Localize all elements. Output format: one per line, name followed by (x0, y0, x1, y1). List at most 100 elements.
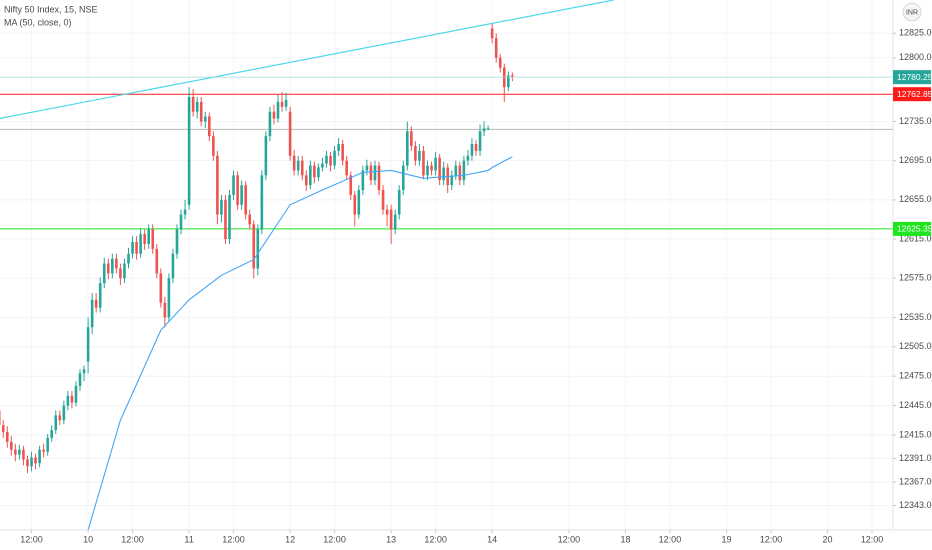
candle-body (50, 430, 54, 438)
candle-body (203, 116, 207, 122)
candle-body (418, 150, 421, 161)
candle-body (498, 57, 502, 68)
candle-body (317, 167, 320, 178)
candle-body (212, 136, 215, 156)
indicator-legend: MA (50, close, 0) (4, 17, 72, 27)
candle-body (187, 96, 191, 205)
candle-body (236, 175, 239, 205)
candle-body (22, 449, 25, 460)
x-tick-label: 12:00 (861, 534, 884, 544)
candle-body (401, 165, 405, 191)
y-tick-label: 12575.00 (899, 273, 932, 283)
candle-body (155, 248, 159, 274)
x-tick-label: 13 (386, 534, 396, 544)
candle-body (183, 209, 187, 215)
y-tick-label: 12475.00 (899, 371, 932, 381)
candle-body (171, 253, 175, 279)
candle-body (38, 449, 41, 464)
candle-body (179, 214, 183, 230)
candle-body (195, 101, 199, 112)
candle-body (381, 190, 385, 210)
candle-body (272, 111, 276, 119)
y-tick-label: 12535.00 (899, 312, 932, 322)
candle-body (86, 327, 90, 362)
plot-area (0, 0, 893, 531)
candle-body (106, 263, 110, 274)
candle-body (220, 199, 223, 215)
x-tick-label: 12:00 (323, 534, 346, 544)
currency-badge[interactable] (902, 2, 922, 22)
candle-body (389, 209, 393, 230)
candle-body (127, 253, 130, 264)
x-tick-label: 12 (285, 534, 295, 544)
candle-body (123, 263, 126, 279)
moving-average-line (87, 156, 513, 531)
candle-body (119, 268, 122, 279)
y-tick-label: 12735.00 (899, 116, 932, 126)
candle-body (228, 194, 231, 240)
candle-body (426, 165, 429, 176)
x-tick-label: 12:00 (659, 534, 682, 544)
y-tick-label: 12695.00 (899, 155, 932, 165)
candle-body (46, 437, 49, 452)
candle-body (369, 165, 373, 181)
candle-body (18, 449, 21, 455)
candle-body (486, 128, 490, 130)
candle-body (280, 101, 284, 107)
y-tick-label: 12343.00 (899, 500, 932, 510)
candle-body (288, 111, 292, 156)
x-tick-label: 19 (722, 534, 732, 544)
candle-body (450, 175, 454, 186)
candle-body (256, 229, 260, 269)
candle-body (329, 155, 332, 166)
candle-body (147, 229, 150, 244)
candle-body (143, 234, 146, 244)
candle-body (482, 128, 486, 132)
candle-body (102, 263, 106, 284)
candle-body (208, 116, 211, 137)
y-tick-label: 12800.00 (899, 52, 932, 62)
candle-body (94, 299, 98, 308)
candle-body (284, 99, 288, 107)
x-tick-label: 12:00 (424, 534, 447, 544)
candle-body (62, 405, 66, 421)
candle-body (151, 229, 155, 249)
candle-body (434, 157, 437, 171)
candle-body (361, 170, 365, 191)
x-tick-label: 12:00 (222, 534, 245, 544)
candle-body (5, 432, 9, 442)
y-tick-label: 12825.00 (899, 28, 932, 38)
candle-body (422, 150, 425, 176)
candle-body (42, 449, 45, 452)
x-tick-label: 12:00 (20, 534, 43, 544)
price-label: 12762.85 (897, 89, 932, 99)
candle-body (264, 136, 268, 176)
candle-body (304, 175, 308, 186)
price-label: 12780.25 (897, 72, 932, 82)
candle-body (78, 373, 82, 386)
candle-body (325, 155, 328, 164)
price-label-box (893, 87, 931, 102)
candle-body (98, 283, 102, 308)
candle-body (406, 131, 409, 166)
currency-label: INR (906, 9, 918, 16)
y-tick-label: 12415.00 (899, 429, 932, 439)
candle-body (313, 165, 316, 178)
candle-body (442, 167, 445, 181)
candle-body (507, 75, 510, 88)
candle-body (410, 131, 413, 146)
candle-body (175, 229, 179, 254)
candle-body (309, 165, 312, 186)
x-tick-label: 11 (184, 534, 193, 544)
price-label: 12625.35 (897, 224, 932, 234)
candle-body (474, 144, 478, 151)
candle-body (82, 369, 86, 374)
candle-body (1, 425, 5, 433)
candle-body (232, 175, 235, 195)
candle-body (139, 234, 142, 254)
candle-body (333, 150, 336, 166)
candle-body (511, 75, 514, 78)
candle-body (74, 385, 78, 403)
candle-body (414, 145, 417, 161)
